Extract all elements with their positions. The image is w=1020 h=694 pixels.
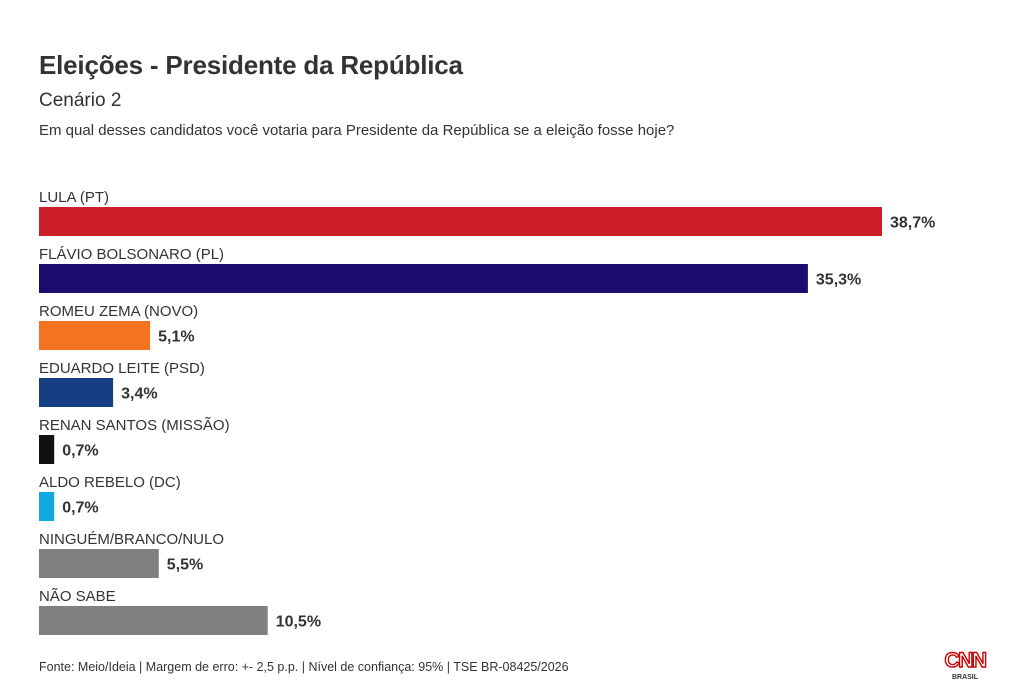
category-label: NINGUÉM/BRANCO/NULO [39,531,224,548]
bar [39,435,55,464]
survey-question: Em qual desses candidatos você votaria p… [39,122,675,139]
category-label: LULA (PT) [39,189,109,206]
value-label: 3,4% [121,386,157,403]
value-label: 38,7% [890,215,935,232]
value-label: 35,3% [816,272,861,289]
value-label: 5,1% [158,329,194,346]
cnn-logo-text: CNN [945,649,986,672]
cnn-logo-sub: BRASIL [952,674,979,681]
cnn-brasil-logo: CNN BRASIL [944,648,988,681]
category-label: ALDO REBELO (DC) [39,474,181,491]
bar [39,549,159,578]
bar [39,378,114,407]
value-label: 10,5% [276,614,321,631]
bar [39,207,882,236]
value-label: 5,5% [167,557,203,574]
bar [39,606,268,635]
bar [39,321,151,350]
value-label: 0,7% [62,443,98,460]
source-footnote: Fonte: Meio/Ideia | Margem de erro: +- 2… [39,660,569,674]
category-label: RENAN SANTOS (MISSÃO) [39,417,230,434]
category-label: NÃO SABE [39,588,116,605]
chart-subtitle: Cenário 2 [39,90,122,111]
bar [39,264,808,293]
value-label: 0,7% [62,500,98,517]
bar [39,492,55,521]
category-label: ROMEU ZEMA (NOVO) [39,303,198,320]
category-label: FLÁVIO BOLSONARO (PL) [39,246,224,263]
chart-title: Eleições - Presidente da República [39,50,463,80]
category-label: EDUARDO LEITE (PSD) [39,360,205,377]
